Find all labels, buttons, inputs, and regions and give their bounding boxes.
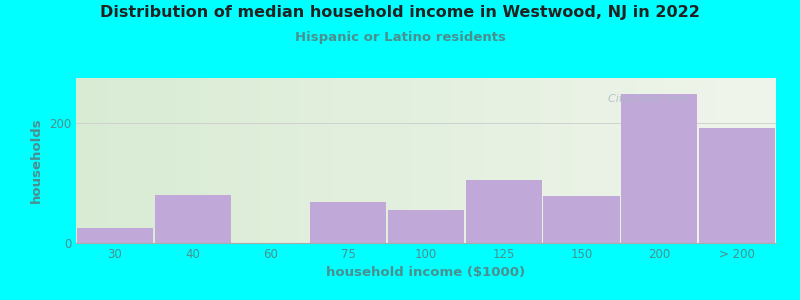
Bar — [699, 128, 775, 243]
Bar — [622, 94, 698, 243]
Text: Hispanic or Latino residents: Hispanic or Latino residents — [294, 32, 506, 44]
Y-axis label: households: households — [30, 118, 43, 203]
Bar — [388, 210, 464, 243]
X-axis label: household income ($1000): household income ($1000) — [326, 266, 526, 279]
Bar — [154, 195, 230, 243]
Bar — [77, 228, 153, 243]
Bar — [466, 180, 542, 243]
Bar — [543, 196, 620, 243]
Text: Distribution of median household income in Westwood, NJ in 2022: Distribution of median household income … — [100, 4, 700, 20]
Bar — [310, 202, 386, 243]
Text: City-Data.com: City-Data.com — [601, 94, 687, 104]
